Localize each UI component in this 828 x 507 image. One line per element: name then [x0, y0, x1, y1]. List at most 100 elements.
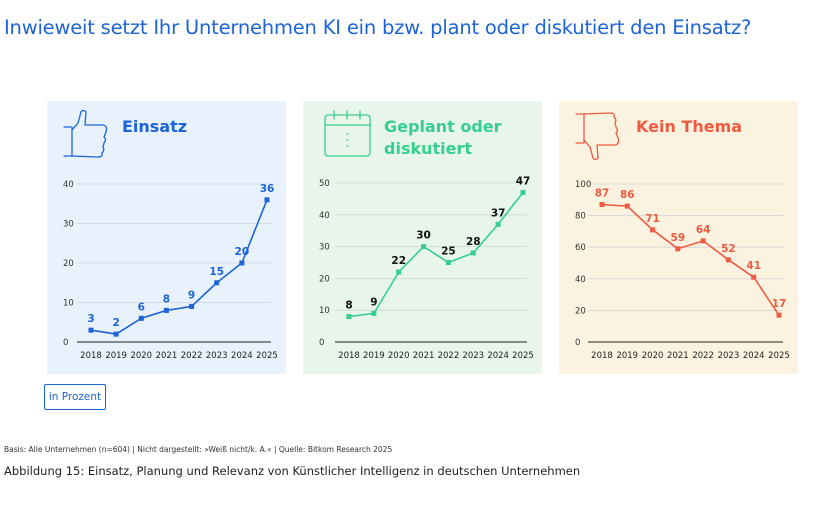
data-label: 3: [87, 313, 94, 325]
x-tick-label: 2018: [80, 351, 102, 361]
x-tick-label: 2019: [616, 351, 638, 361]
data-point: [650, 227, 656, 233]
x-tick-label: 2021: [667, 351, 689, 361]
data-label: 47: [516, 176, 531, 188]
y-tick-label: 20: [319, 274, 330, 284]
data-label: 52: [721, 243, 736, 255]
data-point: [624, 203, 630, 209]
data-point: [700, 238, 706, 244]
chart-panel-kein-thema: 0 20 40 60 80 100 2018 2019 2020 2021 2022 2023 2024…: [559, 101, 798, 374]
series-line: [348, 192, 524, 318]
x-tick-label: 2020: [388, 351, 410, 361]
y-tick-label: 80: [575, 212, 586, 222]
y-tick-label: 40: [319, 211, 330, 221]
data-label: 9: [188, 289, 195, 301]
data-label: 22: [391, 255, 406, 267]
data-point: [445, 260, 451, 265]
x-tick-label: 2022: [692, 351, 714, 361]
data-point: [214, 280, 220, 286]
x-tick-label: 2022: [438, 351, 460, 361]
y-tick-label: 20: [575, 306, 586, 316]
data-label: 87: [595, 188, 610, 200]
data-label: 59: [671, 232, 686, 244]
data-point: [495, 221, 501, 227]
panel-title: Kein Thema: [636, 117, 743, 136]
y-tick-label: 10: [319, 306, 330, 316]
y-tick-label: 0: [319, 338, 324, 348]
x-tick-label: 2022: [181, 351, 203, 361]
panel-background: [47, 101, 286, 374]
kein-thema-chart: 0 20 40 60 80 100 2018 2019 2020 2021 2022 2023 2024…: [559, 101, 798, 374]
data-label: 20: [235, 246, 250, 258]
data-label: 2: [112, 317, 119, 329]
x-tick-label: 2024: [231, 351, 253, 361]
data-label: 28: [466, 236, 481, 248]
data-label: 25: [441, 246, 456, 258]
x-tick-label: 2023: [462, 351, 484, 361]
x-tick-label: 2021: [156, 351, 178, 361]
panel-background: [303, 101, 542, 374]
series-line: [90, 199, 268, 335]
x-tick-label: 2021: [413, 351, 435, 361]
data-point: [751, 274, 757, 280]
data-label: 8: [345, 300, 352, 312]
y-tick-label: 30: [63, 220, 74, 230]
x-tick-label: 2025: [768, 351, 790, 361]
y-tick-label: 100: [575, 180, 591, 190]
data-point: [470, 250, 476, 256]
x-tick-label: 2025: [256, 351, 278, 361]
page-title: Inwieweit setzt Ihr Unternehmen KI ein b…: [4, 16, 752, 39]
x-tick-label: 2019: [363, 351, 385, 361]
data-point: [264, 197, 270, 203]
chart-panel-geplant: 0 10 20 30 40 50 2018 2019 2020 2021 2022 2023 2024 2…: [303, 101, 542, 374]
data-label: 30: [416, 230, 431, 242]
data-label: 71: [645, 213, 660, 225]
x-tick-label: 2023: [206, 351, 228, 361]
y-tick-label: 0: [575, 338, 580, 348]
y-tick-label: 40: [575, 275, 586, 285]
data-point: [163, 307, 169, 313]
panel-title: Einsatz: [122, 117, 188, 136]
data-point: [675, 246, 681, 252]
data-point: [88, 327, 94, 333]
chart-panel-einsatz: 0 10 20 30 40 2018 2019 2020 2021 2022 2023 2024 202…: [47, 101, 286, 374]
x-tick-label: 2018: [338, 351, 360, 361]
data-label: 41: [746, 260, 761, 272]
data-point: [725, 257, 731, 263]
data-point: [520, 190, 526, 196]
y-tick-label: 10: [63, 299, 74, 309]
source-note: Basis: Alle Unternehmen (n=604) | Nicht …: [4, 445, 393, 454]
x-tick-label: 2018: [591, 351, 613, 361]
data-point: [396, 269, 402, 275]
data-label: 9: [370, 296, 377, 308]
y-tick-label: 50: [319, 179, 330, 189]
data-point: [599, 202, 605, 208]
data-label: 64: [696, 224, 711, 236]
data-label: 15: [209, 266, 224, 278]
data-point: [776, 312, 782, 318]
data-point: [138, 315, 144, 321]
data-point: [189, 303, 195, 309]
series-line: [601, 203, 780, 316]
data-point: [421, 244, 427, 250]
thumbs-up-icon: [63, 109, 108, 158]
figure-caption: Abbildung 15: Einsatz, Planung und Relev…: [4, 464, 581, 478]
data-point: [371, 310, 377, 316]
y-tick-label: 30: [319, 243, 330, 253]
unit-button[interactable]: in Prozent: [44, 384, 106, 410]
data-label: 6: [138, 301, 145, 313]
panel-background: [559, 101, 798, 374]
y-tick-label: 0: [63, 338, 68, 348]
x-tick-label: 2025: [512, 351, 534, 361]
x-tick-label: 2023: [718, 351, 740, 361]
x-tick-label: 2020: [130, 351, 152, 361]
x-tick-label: 2020: [642, 351, 664, 361]
data-point: [239, 260, 245, 266]
panel-title: Geplant oder diskutiert: [384, 117, 502, 158]
data-point: [113, 331, 119, 337]
calendar-icon: [324, 110, 371, 157]
thumbs-down-icon: [575, 112, 620, 161]
data-label: 37: [491, 207, 506, 219]
